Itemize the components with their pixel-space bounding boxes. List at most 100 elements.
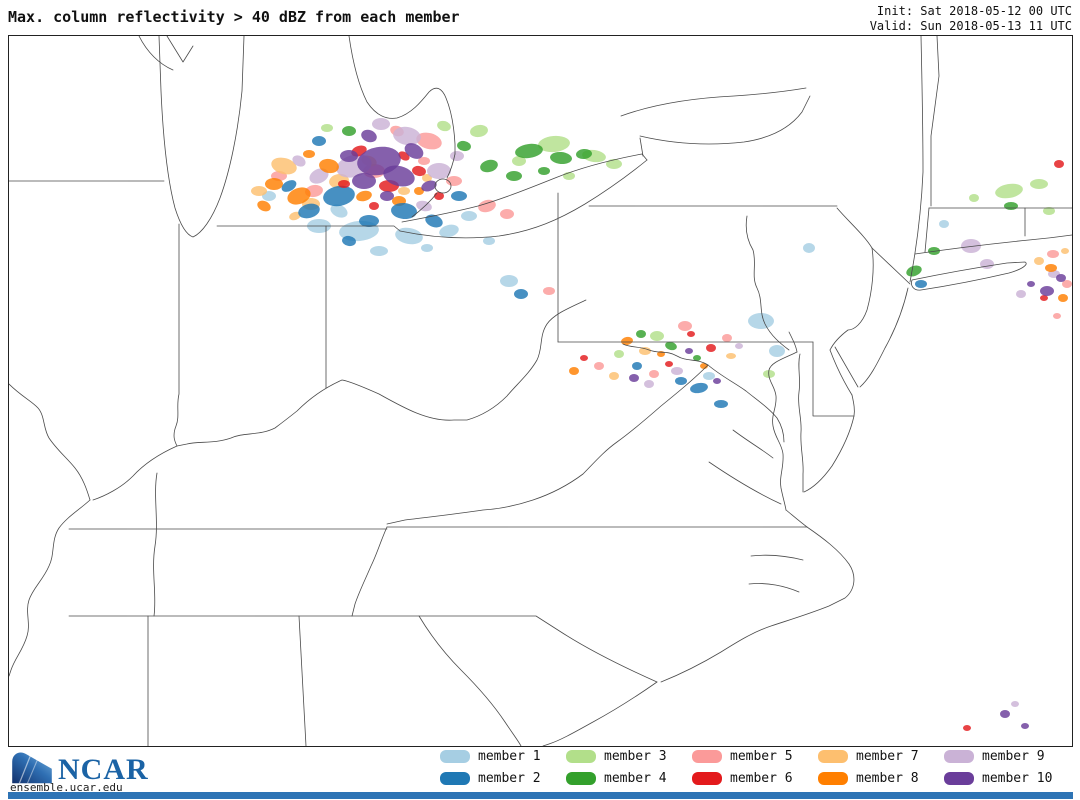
reflectivity-blob-member-2: [425, 214, 443, 228]
delaware-bay-east: [834, 346, 859, 388]
legend-item: member 1: [440, 749, 566, 764]
legend-swatch: [692, 772, 722, 785]
legend-label: member 6: [730, 771, 793, 786]
reflectivity-blob-member-2: [323, 185, 355, 207]
green-bay: [138, 36, 174, 71]
reflectivity-blob-member-9: [427, 163, 451, 179]
reflectivity-blob-member-3: [1043, 207, 1055, 215]
reflectivity-blob-member-10: [383, 165, 415, 187]
legend-label: member 7: [856, 749, 919, 764]
legend-label: member 9: [982, 749, 1045, 764]
map-title: Max. column reflectivity > 40 dBZ from e…: [8, 8, 460, 26]
reflectivity-blob-member-7: [251, 186, 267, 196]
delaware-bay-west: [829, 349, 853, 396]
reflectivity-blob-member-2: [714, 400, 728, 408]
legend-item: member 7: [818, 749, 944, 764]
reflectivity-blob-member-8: [257, 200, 271, 212]
reflectivity-blob-member-2: [391, 202, 417, 220]
reflectivity-blob-member-4: [576, 148, 592, 160]
legend-label: member 10: [982, 771, 1053, 786]
reflectivity-blob-member-6: [687, 331, 695, 337]
tennessee-river: [153, 472, 158, 617]
reflectivity-blob-member-2: [690, 382, 708, 394]
reflectivity-blob-member-3: [606, 159, 622, 169]
reflectivity-blob-member-4: [1004, 202, 1018, 210]
legend-label: member 4: [604, 771, 667, 786]
reflectivity-blob-member-7: [639, 347, 651, 355]
reflectivity-blob-member-4: [515, 143, 543, 159]
reflectivity-blob-member-1: [439, 224, 459, 238]
reflectivity-blob-member-10: [380, 191, 394, 201]
nj-coast: [859, 287, 909, 388]
reflectivity-blob-member-3: [321, 124, 333, 132]
reflectivity-blob-member-10: [340, 150, 358, 162]
reflectivity-blob-member-5: [678, 321, 692, 331]
reflectivity-blob-member-2: [359, 215, 379, 227]
reflectivity-blob-member-7: [422, 174, 432, 182]
reflectivity-blob-member-3: [470, 124, 488, 138]
lake-erie-south: [399, 159, 648, 239]
reflectivity-blob-member-8: [569, 367, 579, 375]
init-time: Init: Sat 2018-05-12 00 UTC: [876, 4, 1072, 18]
reflectivity-blob-member-9: [1011, 701, 1019, 707]
legend-label: member 2: [478, 771, 541, 786]
md-panhandle: [622, 343, 709, 366]
legend-column: member 9 member 10: [944, 749, 1070, 786]
legend-label: member 8: [856, 771, 919, 786]
reflectivity-blob-member-3: [563, 172, 575, 180]
legend-swatch: [566, 750, 596, 763]
reflectivity-blob-member-9: [393, 126, 421, 146]
reflectivity-blob-member-7: [1061, 248, 1069, 254]
reflectivity-blob-member-2: [312, 136, 326, 146]
delaware-river: [829, 207, 874, 351]
reflectivity-blob-member-1: [769, 345, 785, 357]
reflectivity-blob-member-10: [1040, 286, 1054, 296]
reflectivity-blob-member-1: [421, 244, 433, 252]
reflectivity-blob-member-1: [370, 246, 388, 256]
niagara-river: [639, 137, 644, 157]
va-beach-coast: [785, 509, 808, 528]
forecast-map: [8, 35, 1073, 747]
reflectivity-blob-member-5: [543, 287, 555, 295]
reflectivity-blob-member-8: [414, 187, 424, 195]
reflectivity-blob-member-6: [580, 355, 588, 361]
legend-label: member 5: [730, 749, 793, 764]
hudson-river: [909, 36, 924, 283]
st-clair-river: [446, 153, 456, 179]
reflectivity-blob-member-5: [446, 176, 462, 186]
legend-label: member 3: [604, 749, 667, 764]
reflectivity-blob-member-9: [372, 118, 390, 130]
susquehanna-river: [745, 215, 790, 351]
ny-nj-border: [871, 247, 911, 285]
ny-ne-border: [930, 36, 940, 207]
legend-item: member 3: [566, 749, 692, 764]
reflectivity-blob-member-10: [1021, 723, 1029, 729]
reflectivity-blob-member-6: [963, 725, 971, 731]
ct-coast: [914, 234, 1072, 255]
il-in-border: [173, 223, 180, 447]
reflectivity-blob-member-10: [361, 129, 377, 143]
valid-time: Valid: Sun 2018-05-13 11 UTC: [869, 19, 1072, 33]
james-river: [708, 461, 782, 505]
chesapeake-bay-east: [798, 353, 804, 493]
reflectivity-blob-member-9: [961, 239, 981, 253]
reflectivity-blob-member-8: [356, 190, 372, 202]
sc-coast: [542, 681, 658, 746]
delmarva-coast: [803, 394, 855, 493]
reflectivity-blob-member-7: [398, 187, 410, 195]
reflectivity-blob-member-4: [550, 151, 572, 165]
reflectivity-blob-member-7: [609, 372, 619, 380]
reflectivity-blob-member-9: [1016, 290, 1026, 298]
reflectivity-blob-member-10: [713, 378, 721, 384]
reflectivity-blob-member-9: [450, 151, 464, 161]
legend-item: member 10: [944, 771, 1070, 786]
de-md-border: [812, 341, 855, 417]
reflectivity-blob-member-6: [338, 180, 350, 188]
reflectivity-blob-member-10: [1000, 710, 1010, 718]
reflectivity-blob-member-2: [281, 180, 297, 192]
reflectivity-blob-member-4: [506, 171, 522, 181]
reflectivity-blob-member-1: [500, 275, 518, 287]
reflectivity-blob-member-8: [621, 336, 633, 346]
reflectivity-blob-member-6: [369, 202, 379, 210]
al-ga-border: [298, 615, 307, 746]
